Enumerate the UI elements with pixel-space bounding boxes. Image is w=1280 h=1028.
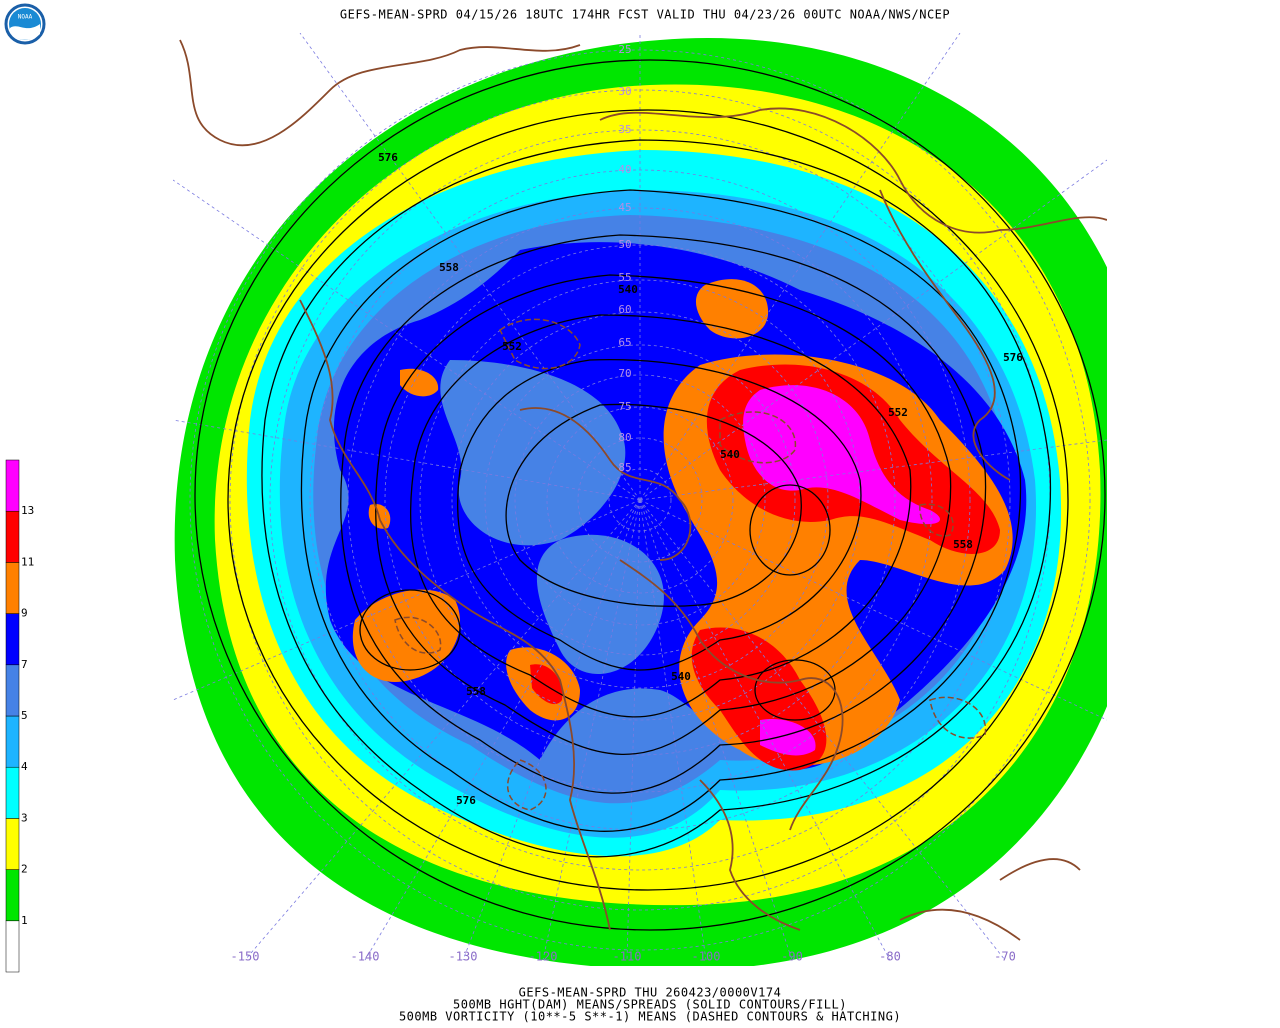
contour-label: 540 [671,670,691,683]
contour-label: 540 [618,283,638,296]
latitude-label: 55 [618,271,631,284]
longitude-label: -80 [879,950,901,964]
graticule [173,33,1107,961]
colorbar-label: 1 [21,914,28,927]
vorticity-contours [394,318,987,811]
footer-line: GEFS-MEAN-SPRD THU 260423/0000V174 [519,986,782,1000]
logo-wave [10,24,40,40]
map-area [173,33,1107,966]
latitude-label: 60 [618,303,631,316]
latitude-label: 70 [618,367,631,380]
colorbar-label: 13 [21,504,34,517]
footer-line: 500MB HGHT(DAM) MEANS/SPREADS (SOLID CON… [453,998,847,1012]
latitude-label: 80 [618,431,631,444]
contour-label: 552 [502,340,522,353]
latitude-label: 40 [618,163,631,176]
contour-label: 558 [466,685,486,698]
colorbar-label: 7 [21,658,28,671]
colorbar-label: 11 [21,555,34,568]
footer-line: 500MB VORTICITY (10**-5 S**-1) MEANS (DA… [399,1010,901,1024]
contour-label: 558 [953,538,973,551]
colorbar-swatch [5,510,20,563]
longitude-label: -140 [351,950,380,964]
latitude-label: 65 [618,336,631,349]
spread-13-plus [760,719,816,756]
map-title: GEFS-MEAN-SPRD 04/15/26 18UTC 174HR FCST… [340,8,950,22]
spread-9-11 [352,589,460,682]
contour-label: 558 [439,261,459,274]
colorbar-swatch [5,818,20,870]
latitude-label: 50 [618,238,631,251]
height-contours [194,59,1106,931]
colorbar-swatch [5,715,20,768]
noaa-logo: NOAA [4,3,46,45]
latitude-label: 75 [618,400,631,413]
latitude-label: 45 [618,201,631,214]
spread-5-7 [440,360,626,546]
colorbar-swatch [5,459,20,512]
latitude-label: 25 [618,43,631,56]
longitude-label: -150 [231,950,260,964]
longitude-label: -100 [692,950,721,964]
colorbar-swatch [5,562,20,614]
spread-13-plus [743,385,940,525]
spread-5-7 [536,534,664,674]
logo-text: NOAA [18,14,33,21]
colorbar-label: 9 [21,607,28,620]
colorbar-swatch [5,920,20,973]
spread-9-11 [400,368,439,397]
latitude-label: 35 [618,123,631,136]
colorbar-swatch [5,664,20,717]
longitude-label: -110 [613,950,642,964]
contour-label: 540 [720,448,740,461]
spread-11-13 [530,664,563,705]
contour-label: 552 [888,406,908,419]
latitude-label: 30 [618,85,631,98]
longitude-label: -120 [529,950,558,964]
contour-label: 576 [378,151,398,164]
colorbar-swatch [5,766,20,819]
colorbar-label: 5 [21,709,28,722]
colorbar-label: 2 [21,863,28,876]
colorbar-swatch [5,613,20,666]
contour-label: 576 [1003,351,1023,364]
longitude-label: -90 [781,950,803,964]
spread-9-11 [695,279,769,339]
colorbar-label: 4 [21,760,28,773]
colorbar-label: 3 [21,811,28,824]
contour-label: 576 [456,794,476,807]
longitude-label: -130 [449,950,478,964]
longitude-label: -70 [994,950,1016,964]
colorbar-swatch [5,869,20,922]
coastlines [179,39,1107,941]
latitude-label: 85 [618,461,631,474]
